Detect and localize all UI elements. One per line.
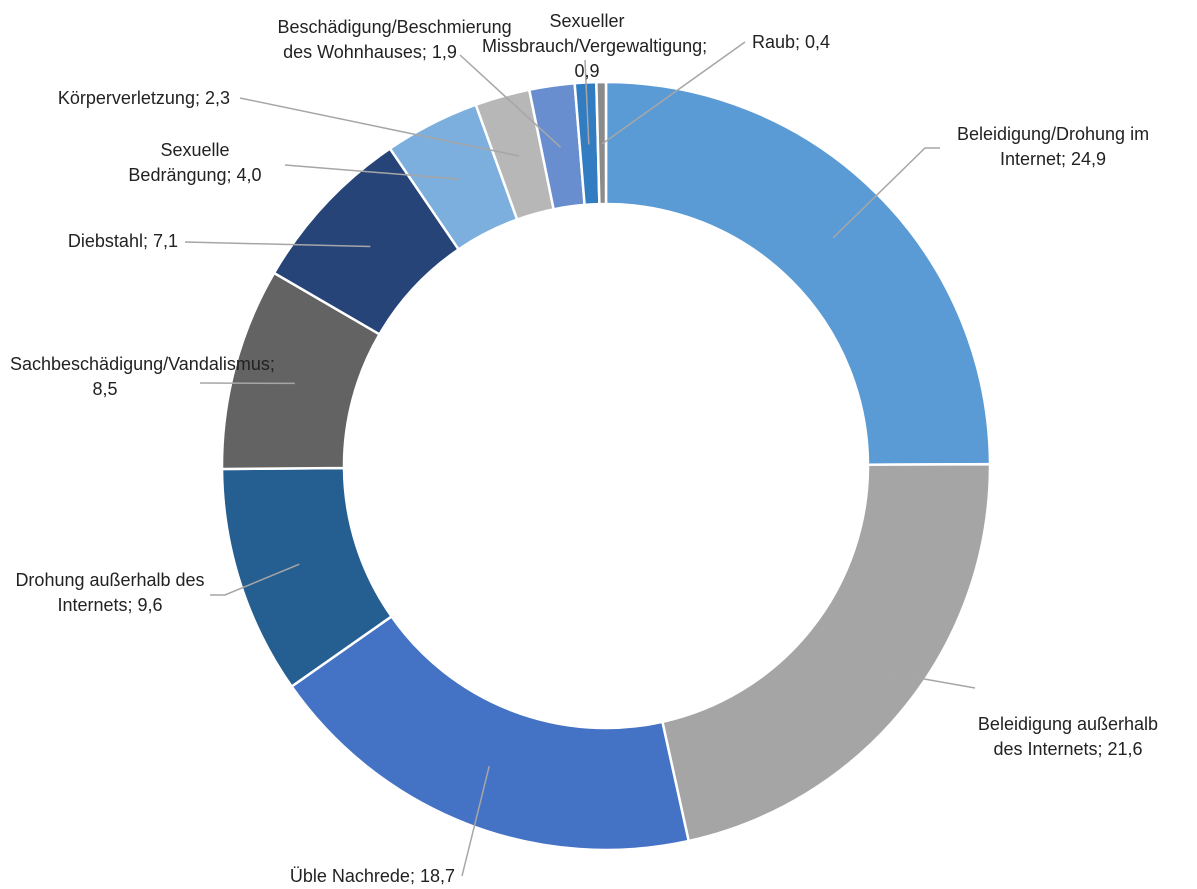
label-separator: ;: [1060, 149, 1071, 169]
donut-segment: [289, 614, 691, 852]
label-separator: ;: [127, 595, 138, 615]
label-separator: ;: [1097, 739, 1108, 759]
category-name: Beschädigung/Beschmierung des Wohnhauses: [277, 17, 512, 62]
data-label: Drohung außerhalb des Internets; 9,6: [15, 568, 205, 618]
value-label: 2,3: [204, 88, 230, 108]
label-separator: ;: [194, 88, 205, 108]
category-name: Beleidigung/Drohung im Internet: [956, 124, 1150, 169]
value-label: 18,7: [419, 866, 455, 886]
category-name: Beleidigung außerhalb des Internets: [977, 714, 1159, 759]
value-label: 21,6: [1107, 739, 1143, 759]
leader-line: [184, 241, 371, 248]
data-label: Sexueller Missbrauch/Vergewaltigung; 0,9: [482, 9, 707, 84]
category-name: Drohung außerhalb des Internets: [15, 570, 205, 615]
label-separator: ;: [421, 42, 432, 62]
data-label: Sachbeschädigung/Vandalismus; 8,5: [10, 352, 275, 402]
data-label: Beschädigung/Beschmierung des Wohnhauses…: [278, 15, 512, 65]
label-separator: ;: [795, 32, 806, 52]
value-label: 0,9: [574, 61, 600, 81]
label-separator: ;: [226, 165, 237, 185]
category-name: Üble Nachrede: [289, 866, 410, 886]
leader-line: [284, 164, 460, 180]
leader-line: [461, 765, 490, 877]
data-label: Sexuelle Bedrängung; 4,0: [120, 138, 270, 188]
value-label: 7,1: [152, 231, 178, 251]
category-name: Sexueller Missbrauch/Vergewaltigung: [482, 11, 703, 56]
leader-line: [857, 666, 976, 689]
label-separator: ;: [142, 231, 153, 251]
label-separator: ;: [702, 36, 713, 56]
leader-line: [239, 97, 520, 157]
category-name: Raub: [752, 32, 796, 52]
category-name: Sexuelle Bedrängung: [128, 140, 230, 185]
leader-line: [584, 59, 590, 145]
data-label: Üble Nachrede; 18,7: [195, 864, 455, 889]
value-label: 1,9: [431, 42, 457, 62]
value-label: 9,6: [137, 595, 163, 615]
data-label: Beleidigung außerhalb des Internets; 21,…: [963, 712, 1173, 762]
category-name: Körperverletzung: [57, 88, 195, 108]
data-label: Raub; 0,4: [752, 30, 902, 55]
leader-line: [459, 54, 562, 148]
leader-line: [601, 41, 746, 145]
donut-segment: [595, 80, 608, 206]
value-label: 0,4: [805, 32, 831, 52]
leader-line: [210, 563, 300, 596]
category-name: Diebstahl: [67, 231, 143, 251]
donut-segment: [660, 462, 992, 843]
donut-segment: [604, 80, 992, 467]
value-label: 4,0: [236, 165, 262, 185]
label-separator: ;: [269, 354, 280, 374]
data-label: Körperverletzung; 2,3: [0, 86, 230, 111]
label-separator: ;: [409, 866, 420, 886]
data-label: Beleidigung/Drohung im Internet; 24,9: [948, 122, 1158, 172]
data-label: Diebstahl; 7,1: [0, 229, 178, 254]
leader-line: [832, 147, 940, 239]
value-label: 24,9: [1071, 149, 1107, 169]
value-label: 8,5: [92, 379, 118, 399]
category-name: Sachbeschädigung/Vandalismus: [10, 354, 270, 374]
